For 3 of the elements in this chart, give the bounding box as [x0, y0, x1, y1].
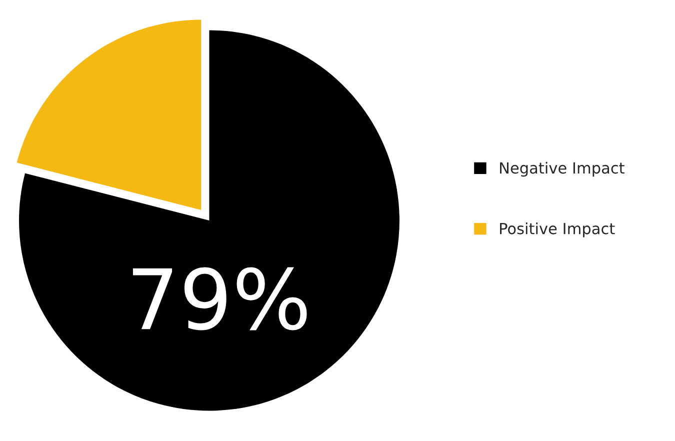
data-label: 79% [132, 267, 307, 330]
legend-label: Negative Impact [500, 162, 624, 177]
legend-label: Positive Impact [500, 222, 615, 238]
